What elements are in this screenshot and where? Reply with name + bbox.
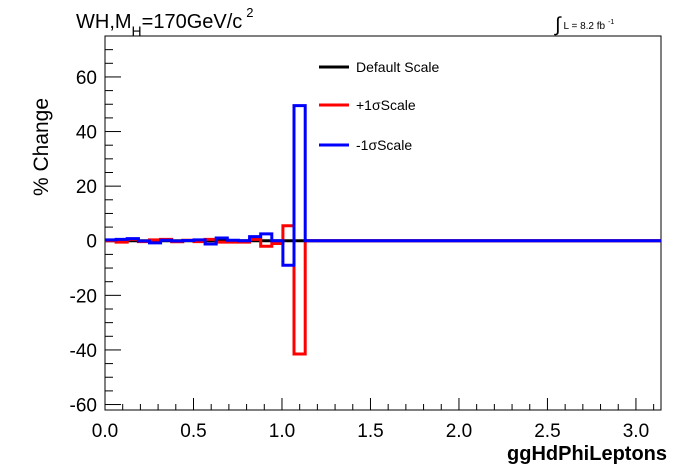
y-tick-label: 0 <box>86 232 97 253</box>
x-tick-label: 1.0 <box>269 421 295 442</box>
y-tick-label: 60 <box>76 68 97 89</box>
y-axis-ticks: -60 -40 -20 0 20 40 60 <box>70 49 121 417</box>
chart-title: WH,MH=170GeV/c 2 <box>76 5 254 39</box>
x-tick-label: 2.0 <box>446 421 472 442</box>
series-plus1sigma-scale <box>105 224 661 356</box>
y-tick-label: -60 <box>70 396 97 417</box>
legend-label-minus1sigma: -1σScale <box>356 137 412 153</box>
y-tick-label: -20 <box>70 286 97 307</box>
lumi-label: ∫ L = 8.2 fb -1 <box>554 14 614 36</box>
x-tick-label: 0.0 <box>92 421 118 442</box>
series-layer <box>105 104 661 356</box>
legend-label-plus1sigma: +1σScale <box>356 97 416 113</box>
y-tick-label: 40 <box>76 123 97 144</box>
series-minus1sigma-scale <box>105 104 661 267</box>
x-axis-title: ggHdPhiLeptons <box>507 443 667 465</box>
chart-title-prefix: WH,M <box>76 11 132 33</box>
chart-title-middle: =170GeV/c <box>142 11 243 33</box>
x-axis-ticks: 0.0 0.5 1.0 1.5 2.0 2.5 3.0 <box>92 398 655 442</box>
x-tick-label: 0.5 <box>180 421 206 442</box>
plot-frame <box>104 35 662 411</box>
legend-label-default: Default Scale <box>356 59 439 75</box>
chart-title-subscript: H <box>132 23 142 39</box>
lumi-text: L = 8.2 fb <box>563 21 605 32</box>
x-tick-label: 2.5 <box>534 421 560 442</box>
lumi-integral: ∫ <box>554 14 562 36</box>
y-tick-label: 20 <box>76 177 97 198</box>
lumi-superscript: -1 <box>608 19 614 26</box>
y-axis-title: % Change <box>30 98 53 196</box>
legend: Default Scale +1σScale -1σScale <box>319 59 439 153</box>
y-tick-label: -40 <box>70 341 97 362</box>
chart-title-superscript: 2 <box>246 5 253 20</box>
x-tick-label: 3.0 <box>623 421 649 442</box>
x-tick-label: 1.5 <box>357 421 383 442</box>
